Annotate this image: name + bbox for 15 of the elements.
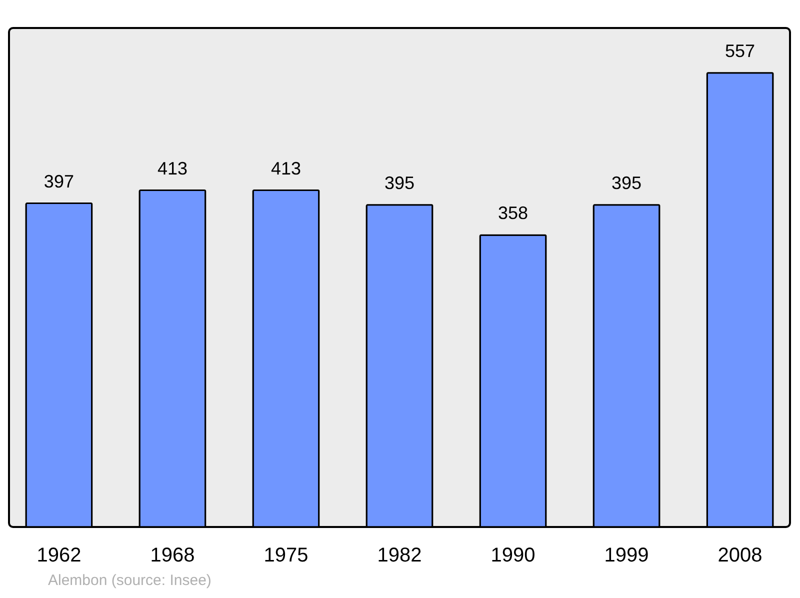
x-tick-label: 1982 [377, 544, 422, 566]
data-label: 395 [384, 172, 415, 193]
data-label: 358 [498, 203, 528, 224]
data-label: 557 [725, 40, 756, 61]
text: Alembon (source: Insee) [48, 572, 212, 589]
x-tick-label: 1962 [36, 544, 82, 566]
x-tick-label: 1999 [604, 544, 649, 566]
x-tick-label: 1975 [264, 544, 308, 566]
data-label: 413 [270, 158, 302, 178]
x-tick-label: 1990 [490, 544, 536, 566]
data-label: 413 [157, 158, 188, 178]
x-tick-label: 1968 [150, 544, 195, 566]
x-tick-label: 2008 [718, 544, 762, 566]
data-label: 397 [44, 171, 74, 192]
data-label: 395 [612, 172, 642, 193]
